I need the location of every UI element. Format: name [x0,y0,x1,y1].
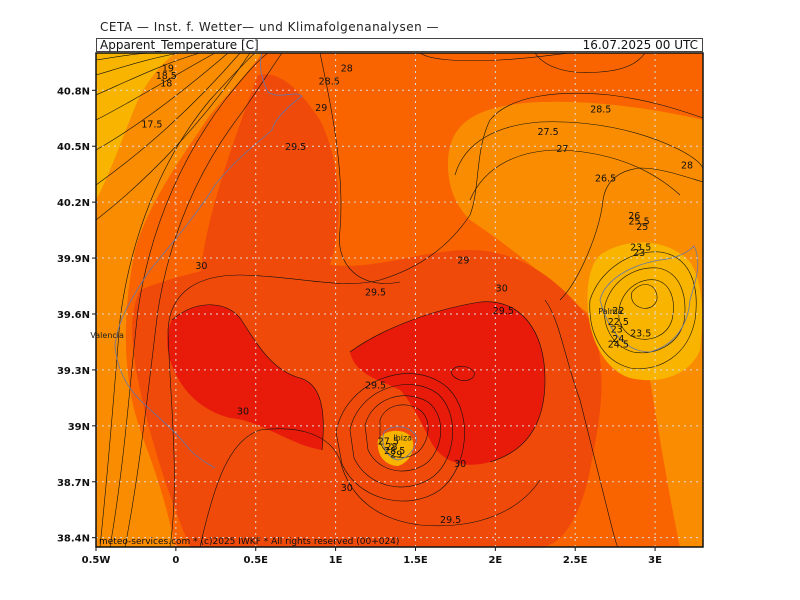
band-26-28-ne [447,101,703,547]
contour-label: 27.5 [537,127,558,138]
contour-label: 27.5 [378,436,399,447]
contour-label: 29.5 [493,306,514,317]
y-tick-label: 38.4N [57,534,90,545]
contour-label: 29.5 [285,142,306,153]
place-label: Palma [598,307,622,316]
plot-frame [95,52,704,548]
copyright-text: meteo-services.com * (c)2025 IWKF * All … [99,537,399,547]
contour-label: 28.5 [590,105,611,116]
contour-label: 30 [237,407,249,418]
grid-lines [96,53,703,547]
contour-label: 23.5 [630,328,651,339]
x-tick-label: 1E [329,555,343,566]
contour-label: 22 [612,306,624,317]
header-title: CETA — Inst. f. Wetter— und Klimafolgena… [100,20,440,34]
contour-label: 23.5 [630,243,651,254]
contour-label: 26.5 [595,174,616,185]
band-29-30-north [200,74,339,278]
contour-label: 30 [496,284,508,295]
contour-label: 19 [162,64,174,75]
contour-label: 30 [195,261,207,272]
place-label: Valencia [90,331,124,340]
band-18-26-coast [96,53,175,200]
contour-label: 26 [628,211,640,222]
x-tick-label: 0 [172,555,179,566]
band-30-central [350,301,545,465]
contour-label: 22.5 [608,317,629,328]
x-tick-label: 3E [648,555,662,566]
contour-label: 30 [341,483,353,494]
contour-label: 27 [556,144,568,155]
y-tick-label: 39.3N [57,366,90,377]
band-26-28 [96,53,262,547]
contour-label: 23 [633,248,645,259]
contour-label: 24.5 [608,340,629,351]
contour-lines [96,53,703,547]
y-tick-label: 39.9N [57,254,90,265]
y-tick-label: 40.8N [57,86,90,97]
contour-label: 29.5 [365,287,386,298]
contour-label: 29 [457,256,469,267]
coastline [114,53,303,469]
contour-label: 18.5 [156,71,177,82]
parameter-label: Apparent_Temperature [C] [100,38,259,52]
place-label: Ibiza [393,434,412,443]
y-tick-label: 40.5N [57,142,90,153]
contour-label: 25 [636,222,648,233]
contour-label: 28 [681,161,693,172]
contour-label: 29.5 [365,381,386,392]
x-axis: 0.5W 0 0.5E 1E 1.5E 2E 2.5E 3E [82,547,662,566]
place-labels: Valencia Palma Ibiza [90,307,622,443]
contour-label: 29.5 [440,515,461,526]
contour-label: 30 [454,459,466,470]
contour-label: 24 [612,334,624,345]
contour-label: 18 [160,79,172,90]
header-bar: Apparent_Temperature [C] 16.07.2025 00 U… [96,38,703,52]
map-plot-area [96,53,703,547]
contour-label: 29 [390,450,402,461]
datetime-label: 16.07.2025 00 UTC [582,38,698,52]
y-tick-label: 39.6N [57,310,90,321]
x-tick-label: 0.5W [82,555,111,566]
x-tick-label: 1.5E [403,555,428,566]
contour-label: 25.5 [629,217,650,228]
contour-label: 28.5 [384,446,405,457]
mallorca-coast [599,245,699,353]
contour-label: 17.5 [141,120,162,131]
y-tick-label: 40.2N [57,198,90,209]
band-18-26-mallorca [587,242,703,381]
contour-label: 28.5 [319,77,340,88]
x-tick-label: 0.5E [243,555,268,566]
contour-label: 29 [315,103,327,114]
y-tick-label: 38.7N [57,478,90,489]
contour-label: 23 [611,325,623,336]
y-axis: 38.4N 38.7N 39N 39.3N 39.6N 39.9N 40.2N 40.5N 40… [57,86,96,545]
y-tick-label: 39N [68,422,90,433]
contour-label: 28 [385,442,397,453]
contour-labels: 1918.51817.52828.52929.528.527.5272826.5… [141,64,693,526]
x-tick-label: 2.5E [563,555,588,566]
ibiza-coast [382,426,417,461]
x-tick-label: 2E [488,555,502,566]
band-18-26-valencia [96,380,147,547]
band-30-west [167,304,324,450]
contour-label: 28 [341,64,353,75]
